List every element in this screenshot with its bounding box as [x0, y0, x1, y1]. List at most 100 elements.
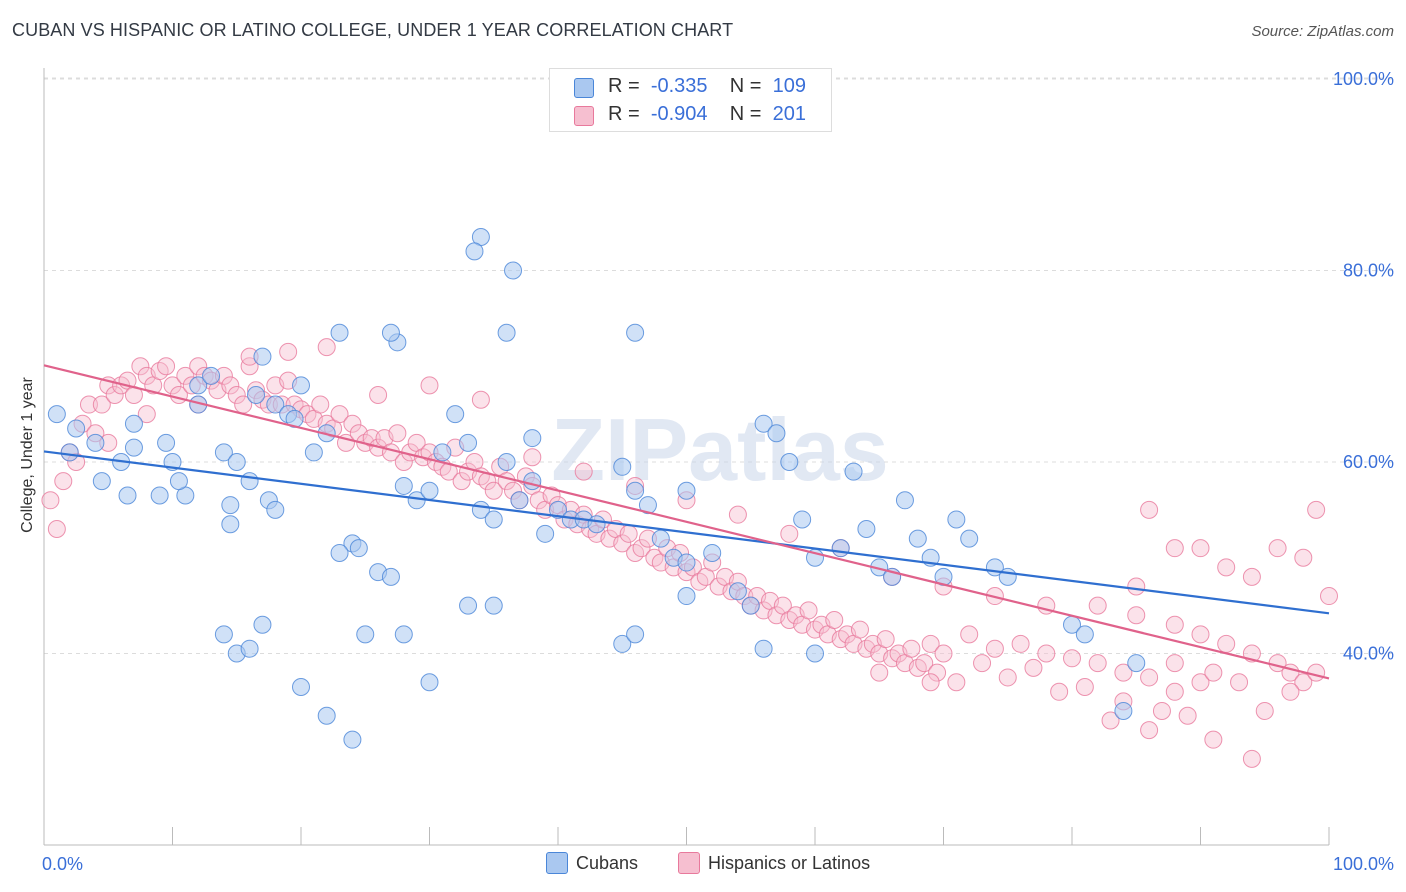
point-hispanics — [157, 357, 176, 376]
chart-source: Source: ZipAtlas.com — [1251, 23, 1394, 40]
point-cubans — [741, 596, 760, 615]
point-cubans — [626, 323, 645, 342]
point-hispanics — [1217, 634, 1236, 653]
r-label: R = — [608, 103, 640, 125]
x-tick-label: 0.0% — [42, 854, 83, 874]
legend-swatch-hispanics — [678, 852, 700, 874]
point-cubans — [651, 529, 670, 548]
point-cubans — [484, 596, 503, 615]
point-hispanics — [1242, 567, 1261, 586]
point-hispanics — [163, 376, 182, 395]
point-hispanics — [1114, 663, 1133, 682]
point-cubans — [703, 543, 722, 562]
point-hispanics — [484, 481, 503, 500]
point-hispanics — [317, 338, 336, 357]
chart-title: CUBAN VS HISPANIC OR LATINO COLLEGE, UND… — [12, 20, 734, 40]
tick-labels: 40.0% 60.0% 80.0% 100.0% 0.0% 100.0% — [42, 69, 1394, 874]
point-hispanics — [850, 620, 869, 639]
point-hispanics — [928, 663, 947, 682]
stats-row-hispanics: R = -0.904 N = 201 — [550, 101, 831, 129]
point-cubans — [677, 481, 696, 500]
point-hispanics — [998, 668, 1017, 687]
point-hispanics — [137, 405, 156, 424]
point-hispanics — [1191, 673, 1210, 692]
point-hispanics — [574, 462, 593, 481]
point-hispanics — [915, 654, 934, 673]
cubans-swatch — [574, 78, 594, 98]
point-hispanics — [1320, 587, 1338, 606]
point-hispanics — [362, 429, 381, 448]
point-hispanics — [1127, 577, 1146, 596]
point-cubans — [510, 491, 529, 510]
point-hispanics — [1088, 596, 1107, 615]
point-cubans — [420, 673, 439, 692]
n-value: 201 — [772, 103, 806, 125]
point-hispanics — [523, 448, 542, 467]
point-cubans — [465, 242, 484, 261]
point-hispanics — [92, 395, 111, 414]
point-hispanics — [1063, 649, 1081, 668]
r-value: -0.335 — [650, 75, 708, 97]
point-cubans — [998, 567, 1017, 586]
point-hispanics — [825, 610, 844, 629]
point-hispanics — [1140, 668, 1159, 687]
point-hispanics — [1127, 606, 1146, 625]
point-hispanics — [1024, 658, 1043, 677]
point-hispanics — [921, 673, 940, 692]
point-hispanics — [632, 539, 651, 558]
point-hispanics — [47, 520, 66, 539]
point-hispanics — [221, 376, 240, 395]
point-hispanics — [227, 385, 246, 404]
r-value: -0.904 — [650, 103, 708, 125]
legend-label-hispanics: Hispanics or Latinos — [708, 853, 871, 873]
point-cubans — [523, 429, 542, 448]
trend-lines — [43, 364, 1330, 680]
point-cubans — [587, 515, 606, 534]
point-cubans — [292, 376, 310, 395]
point-hispanics — [330, 405, 349, 424]
point-cubans — [253, 615, 272, 634]
y-tick-label: 100.0% — [1333, 69, 1394, 89]
n-label: N = — [729, 103, 762, 125]
point-hispanics — [452, 472, 471, 491]
point-cubans — [1114, 701, 1133, 720]
point-hispanics — [1307, 663, 1326, 682]
trend-line-cubans — [43, 450, 1330, 615]
point-hispanics — [1268, 539, 1287, 558]
point-cubans — [247, 385, 266, 404]
point-cubans — [266, 500, 285, 519]
point-hispanics — [1165, 615, 1184, 634]
point-cubans — [67, 419, 86, 438]
point-cubans — [221, 515, 240, 534]
point-hispanics — [1294, 673, 1313, 692]
n-value: 109 — [772, 75, 806, 97]
point-hispanics — [1152, 701, 1171, 720]
y-tick-label: 40.0% — [1343, 644, 1394, 664]
point-hispanics — [1178, 706, 1197, 725]
point-hispanics — [902, 639, 921, 658]
point-cubans — [356, 625, 375, 644]
point-cubans — [124, 414, 143, 433]
point-cubans — [806, 644, 824, 663]
point-cubans — [86, 433, 105, 452]
point-cubans — [844, 462, 863, 481]
point-cubans — [317, 706, 336, 725]
r-label: R = — [608, 75, 640, 97]
point-cubans — [626, 481, 645, 500]
point-cubans — [677, 553, 696, 572]
point-cubans — [124, 438, 143, 457]
point-hispanics — [343, 414, 362, 433]
point-hispanics — [1281, 682, 1300, 701]
point-hispanics — [79, 395, 98, 414]
point-hispanics — [985, 639, 1004, 658]
point-hispanics — [41, 491, 60, 510]
y-tick-label: 80.0% — [1343, 261, 1394, 281]
point-cubans — [202, 366, 221, 385]
point-hispanics — [240, 357, 259, 376]
point-cubans — [638, 496, 657, 515]
point-cubans — [118, 486, 137, 505]
point-cubans — [1127, 654, 1146, 673]
point-cubans — [504, 261, 523, 280]
point-cubans — [831, 539, 850, 558]
